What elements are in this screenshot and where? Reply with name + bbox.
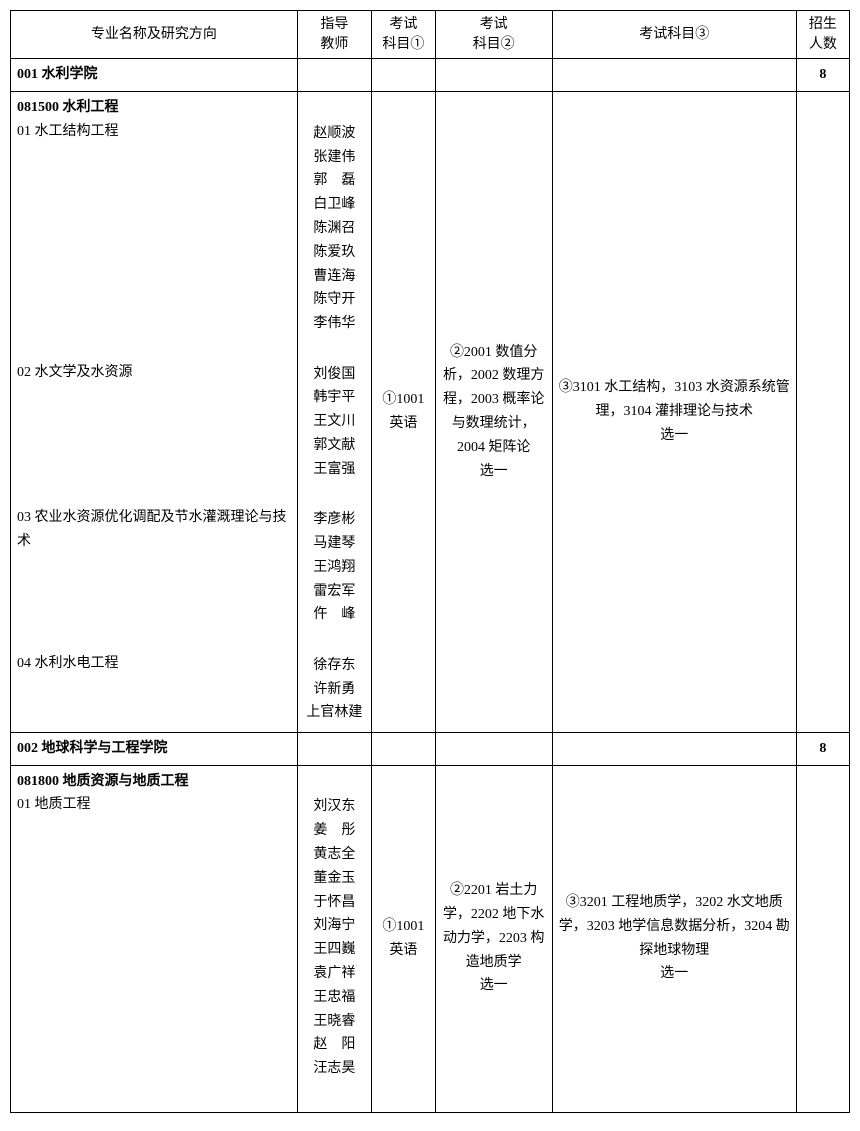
teacher-name: 许新勇 [304,678,365,702]
major-count [796,765,849,1112]
teacher-name: 刘海宁 [304,914,365,938]
subject2-cell: ②2001 数值分析，2002 数理方程，2003 概率论与数理统计，2004 … [435,91,552,732]
header-major: 专业名称及研究方向 [11,11,298,59]
header-row: 专业名称及研究方向 指导 教师 考试 科目① 考试 科目② 考试科目③ 招生 人… [11,11,850,59]
teacher-name: 仵 峰 [304,603,365,627]
header-subject2: 考试 科目② [435,11,552,59]
teacher-list: 徐存东许新勇上官林建 [304,654,365,725]
teacher-name: 陈守开 [304,288,365,312]
teacher-name: 黄志全 [304,843,365,867]
dept-row: 002 地球科学与工程学院 8 [11,732,850,765]
dept-count: 8 [796,59,849,92]
teacher-list: 李彦彬马建琴王鸿翔雷宏军仵 峰 [304,508,365,627]
teacher-cell: 赵顺波张建伟郭 磊白卫峰陈渊召陈爱玖曹连海陈守开李伟华 刘俊国韩宇平王文川郭文献… [297,91,371,732]
teacher-name: 于怀昌 [304,891,365,915]
teacher-name: 上官林建 [304,701,365,725]
dept-title: 001 水利学院 [11,59,298,92]
teacher-name: 韩宇平 [304,386,365,410]
subject3-cell: ③3201 工程地质学，3202 水文地质学，3203 地学信息数据分析，320… [552,765,796,1112]
catalog-table: 专业名称及研究方向 指导 教师 考试 科目① 考试 科目② 考试科目③ 招生 人… [10,10,850,1113]
direction-label: 02 水文学及水资源 [17,361,291,385]
header-count: 招生 人数 [796,11,849,59]
teacher-name: 董金玉 [304,867,365,891]
subject2-cell: ②2201 岩土力学，2202 地下水动力学，2203 构造地质学 选一 [435,765,552,1112]
teacher-name: 刘俊国 [304,363,365,387]
teacher-name: 姜 彤 [304,819,365,843]
major-directions: 081500 水利工程 01 水工结构工程 02 水文学及水资源 03 农业水资… [11,91,298,732]
major-title: 081800 地质资源与地质工程 [17,770,291,794]
direction-label: 03 农业水资源优化调配及节水灌溉理论与技术 [17,506,291,554]
teacher-name: 郭文献 [304,434,365,458]
subject1-cell: ①1001英语 [372,765,436,1112]
teacher-name: 王晓睿 [304,1010,365,1034]
major-directions: 081800 地质资源与地质工程 01 地质工程 [11,765,298,1112]
teacher-name: 王鸿翔 [304,556,365,580]
teacher-name: 郭 磊 [304,169,365,193]
subject1-cell: ①1001英语 [372,91,436,732]
header-subject3: 考试科目③ [552,11,796,59]
teacher-name: 王忠福 [304,986,365,1010]
teacher-name: 王四巍 [304,938,365,962]
direction-label: 04 水利水电工程 [17,652,291,676]
dept-row: 001 水利学院 8 [11,59,850,92]
dept-count: 8 [796,732,849,765]
teacher-name: 袁广祥 [304,962,365,986]
teacher-name: 王富强 [304,458,365,482]
teacher-name: 马建琴 [304,532,365,556]
major-title: 081500 水利工程 [17,96,291,120]
teacher-name: 汪志昊 [304,1057,365,1081]
teacher-name: 李彦彬 [304,508,365,532]
teacher-list: 赵顺波张建伟郭 磊白卫峰陈渊召陈爱玖曹连海陈守开李伟华 [304,122,365,336]
direction-label: 01 水工结构工程 [17,120,291,144]
teacher-list: 刘汉东姜 彤黄志全董金玉于怀昌刘海宁王四巍袁广祥王忠福王晓睿赵 阳汪志昊 [304,795,365,1081]
teacher-name: 赵顺波 [304,122,365,146]
major-row: 081800 地质资源与地质工程 01 地质工程 刘汉东姜 彤黄志全董金玉于怀昌… [11,765,850,1112]
teacher-list: 刘俊国韩宇平王文川郭文献王富强 [304,363,365,482]
teacher-cell: 刘汉东姜 彤黄志全董金玉于怀昌刘海宁王四巍袁广祥王忠福王晓睿赵 阳汪志昊 [297,765,371,1112]
header-subject1: 考试 科目① [372,11,436,59]
header-teacher: 指导 教师 [297,11,371,59]
teacher-name: 雷宏军 [304,580,365,604]
teacher-name: 曹连海 [304,265,365,289]
subject3-cell: ③3101 水工结构，3103 水资源系统管理，3104 灌排理论与技术 选一 [552,91,796,732]
major-count [796,91,849,732]
teacher-name: 李伟华 [304,312,365,336]
teacher-name: 徐存东 [304,654,365,678]
teacher-name: 白卫峰 [304,193,365,217]
teacher-name: 陈爱玖 [304,241,365,265]
teacher-name: 刘汉东 [304,795,365,819]
teacher-name: 张建伟 [304,146,365,170]
teacher-name: 赵 阳 [304,1033,365,1057]
teacher-name: 陈渊召 [304,217,365,241]
dept-title: 002 地球科学与工程学院 [11,732,298,765]
direction-label: 01 地质工程 [17,793,291,817]
teacher-name: 王文川 [304,410,365,434]
major-row: 081500 水利工程 01 水工结构工程 02 水文学及水资源 03 农业水资… [11,91,850,732]
